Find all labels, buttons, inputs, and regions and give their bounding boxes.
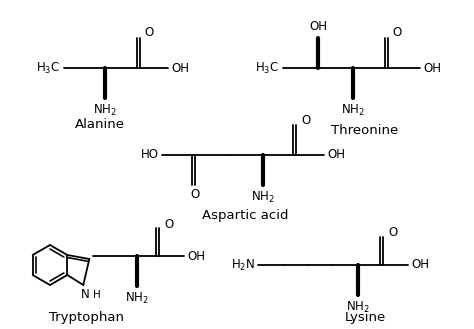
Text: OH: OH	[187, 249, 205, 263]
Text: NH$_2$: NH$_2$	[341, 102, 365, 117]
Text: Aspartic acid: Aspartic acid	[202, 209, 288, 221]
Text: Lysine: Lysine	[345, 312, 386, 324]
Text: O: O	[164, 217, 173, 231]
Text: OH: OH	[423, 62, 441, 74]
Text: OH: OH	[327, 148, 345, 162]
Text: Alanine: Alanine	[75, 118, 125, 132]
Text: OH: OH	[171, 62, 189, 74]
Text: O: O	[301, 114, 310, 126]
Text: NH$_2$: NH$_2$	[126, 291, 149, 306]
Text: NH$_2$: NH$_2$	[251, 190, 275, 205]
Text: O: O	[144, 27, 153, 39]
Text: HO: HO	[141, 148, 159, 162]
Text: Tryptophan: Tryptophan	[49, 312, 125, 324]
Text: NH$_2$: NH$_2$	[93, 102, 117, 117]
Text: NH$_2$: NH$_2$	[346, 299, 370, 315]
Text: OH: OH	[309, 19, 327, 33]
Text: H: H	[93, 290, 101, 300]
Text: O: O	[392, 27, 401, 39]
Text: Threonine: Threonine	[331, 123, 399, 137]
Text: N: N	[81, 289, 90, 301]
Text: H$_2$N: H$_2$N	[231, 258, 255, 272]
Text: OH: OH	[411, 259, 429, 271]
Text: H$_3$C: H$_3$C	[36, 61, 60, 76]
Text: H$_3$C: H$_3$C	[255, 61, 279, 76]
Text: O: O	[191, 189, 200, 201]
Text: O: O	[388, 226, 397, 240]
